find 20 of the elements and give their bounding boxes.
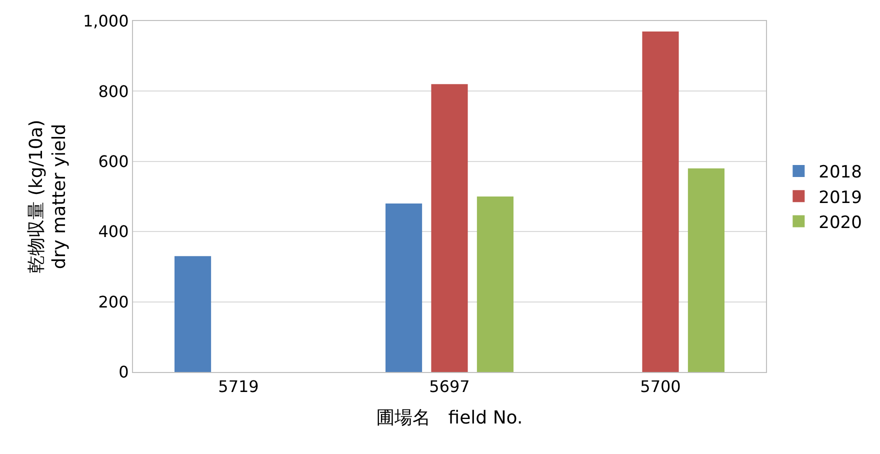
bar [431,84,468,372]
legend-label: 2019 [818,188,862,208]
x-tick-label: 5700 [640,377,681,396]
y-tick-label: 0 [118,362,129,382]
x-tick-label: 5719 [218,377,259,396]
y-tick-label: 200 [98,292,129,312]
bar [386,204,422,372]
y-axis-title: 乾物収量 (kg/10a) dry matter yield [26,120,70,274]
bar [174,256,212,372]
legend-label: 2020 [818,212,862,233]
x-tick-label: 5697 [429,377,470,396]
y-tick-label: 400 [98,222,129,242]
y-tick-label: 600 [98,152,129,171]
x-axis-title: 圃場名 field No. [376,407,523,428]
bar [642,32,679,372]
y-tick-label: 1,000 [82,12,129,31]
legend-label: 2018 [818,162,862,183]
bar [688,168,724,372]
y-tick-label: 800 [98,82,129,101]
bar [476,196,514,372]
